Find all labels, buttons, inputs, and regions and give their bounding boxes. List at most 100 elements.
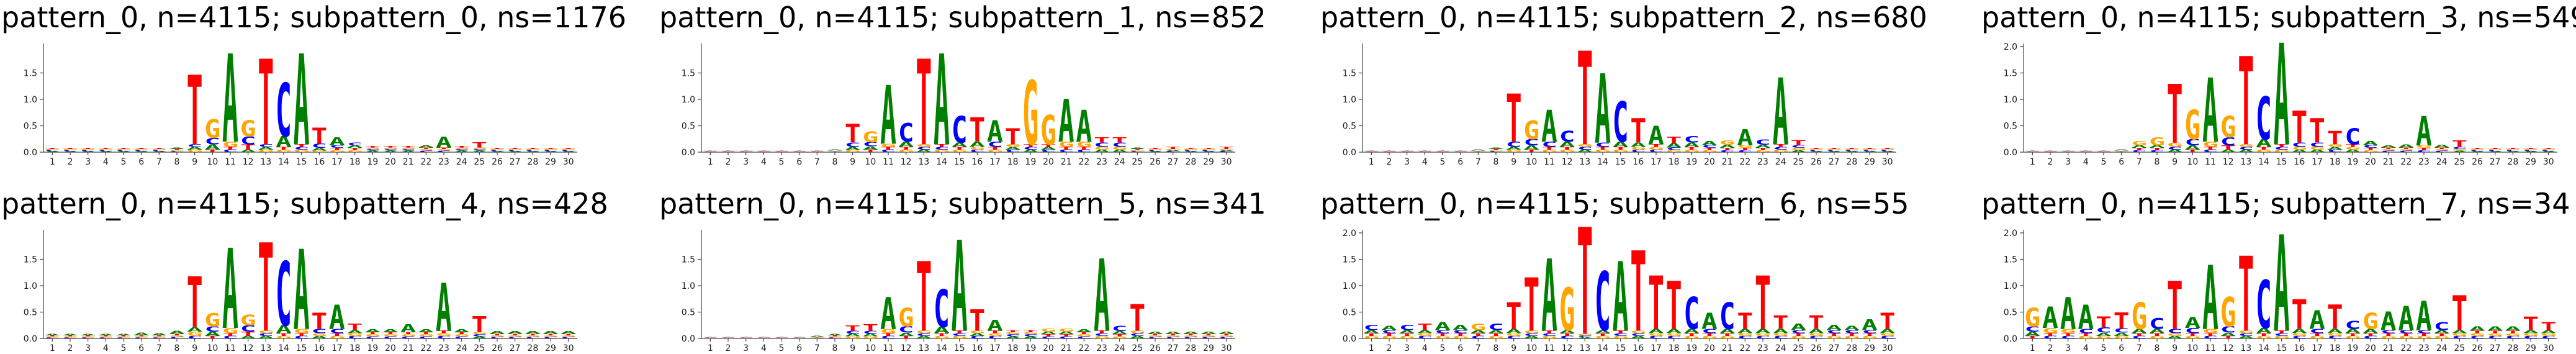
logo-letter-T: T (1773, 312, 1789, 333)
logo-letter-C: C (1200, 337, 1217, 339)
x-tick-label: 10 (2187, 343, 2198, 353)
logo-letter-T: T (791, 336, 808, 337)
logo-letter-T: T (1434, 333, 1451, 337)
logo-letter-A: A (1844, 151, 1860, 153)
logo-letter-G: G (44, 336, 60, 338)
logo-letter-G: G (2523, 333, 2539, 337)
logo-letter-C: C (1147, 337, 1163, 339)
logo-letter-T: T (1595, 147, 1611, 151)
x-tick-label: 3 (1404, 343, 1410, 353)
logo-letter-G: G (80, 149, 96, 151)
logo-letter-T: T (862, 149, 878, 153)
logo-letter-A: A (2469, 325, 2485, 332)
logo-letter-T: T (2291, 102, 2307, 153)
x-tick-label: 5 (2101, 343, 2107, 353)
logo-letter-G: G (898, 302, 914, 332)
logo-letter-T: T (2487, 148, 2503, 150)
logo-letter-T: T (1094, 136, 1110, 144)
logo-letter-C: C (1399, 151, 1415, 152)
logo-letter-G: G (97, 336, 114, 338)
logo-letter-C: C (845, 142, 861, 148)
logo-letter-A: A (2220, 149, 2236, 153)
logo-letter-G: G (1630, 330, 1646, 334)
logo-letter-T: T (2523, 313, 2539, 334)
logo-letter-T: T (471, 312, 487, 337)
logo-letter-A: A (1129, 147, 1145, 150)
x-tick-label: 7 (156, 343, 162, 353)
logo-letter-A: A (382, 150, 399, 153)
x-tick-label: 22 (2400, 343, 2412, 353)
x-tick-label: 8 (174, 157, 180, 167)
logo-letter-A: A (1595, 54, 1611, 166)
logo-letter-T: T (1862, 148, 1878, 150)
logo-letter-G: G (543, 149, 559, 151)
x-tick-label: 11 (2205, 343, 2216, 353)
logo-letter-T: T (1506, 81, 1522, 158)
logo-letter-C: C (489, 150, 505, 152)
x-tick-label: 19 (367, 157, 378, 167)
x-tick-label: 7 (1475, 343, 1481, 353)
logo-letter-T: T (845, 324, 861, 332)
logo-letter-A: A (1434, 320, 1451, 333)
logo-letter-C: C (1523, 333, 1539, 337)
logo-letter-A: A (151, 333, 167, 336)
logo-letter-C: C (1541, 333, 1557, 337)
x-tick-label: 19 (1686, 157, 1697, 167)
logo-letter-C: C (400, 148, 417, 151)
logo-letter-T: T (2078, 333, 2094, 337)
logo-letter-G: G (151, 149, 167, 151)
logo-letter-G: G (1182, 149, 1199, 151)
y-tick-label: 1.5 (1343, 255, 1356, 265)
logo-letter-G: G (2344, 147, 2361, 151)
logo-letter-A: A (2416, 108, 2432, 155)
logo-letter-C: C (1701, 328, 1718, 335)
logo-letter-G: G (2505, 149, 2521, 151)
logo-letter-G: G (2416, 335, 2432, 340)
x-tick-label: 27 (1829, 157, 1840, 167)
x-tick-label: 27 (2490, 157, 2501, 167)
x-tick-label: 15 (296, 157, 307, 167)
logo-letter-G: G (2451, 148, 2467, 151)
x-tick-label: 19 (2347, 343, 2358, 353)
logo-letter-G: G (1399, 335, 1415, 340)
logo-letter-C: C (436, 335, 452, 340)
logo-letter-A: A (2042, 301, 2058, 335)
logo-letter-T: T (773, 336, 790, 337)
logo-letter-G: G (2202, 140, 2218, 148)
logo-letter-A: A (1506, 147, 1522, 151)
logo-letter-C: C (187, 143, 203, 148)
logo-letter-C: C (987, 140, 1003, 148)
logo-letter-A: A (2238, 335, 2254, 340)
x-tick-label: 9 (2172, 157, 2177, 167)
x-tick-label: 8 (2155, 157, 2160, 167)
x-tick-label: 11 (225, 157, 236, 167)
x-tick-label: 1 (708, 157, 713, 167)
logo-letter-T: T (1862, 333, 1878, 337)
logo-letter-A: A (2505, 151, 2521, 153)
logo-letter-C: C (2362, 335, 2379, 340)
x-tick-label: 26 (1811, 157, 1822, 167)
logo-letter-A: A (2327, 147, 2343, 151)
logo-letter-A: A (1165, 331, 1181, 334)
logo-letter-C: C (294, 147, 310, 151)
logo-letter-A: A (2291, 149, 2307, 153)
logo-letter-A: A (1683, 328, 1700, 335)
logo-letter-T: T (952, 147, 968, 151)
logo-letter-G: G (1737, 333, 1753, 337)
logo-letter-C: C (2434, 150, 2450, 153)
x-tick-label: 27 (1168, 343, 1179, 353)
x-tick-label: 18 (2330, 157, 2341, 167)
logo-panel-4: pattern_0, n=4115; subpattern_4, ns=428 0… (1, 187, 608, 354)
logo-letter-T: T (2184, 149, 2200, 153)
x-tick-label: 5 (121, 343, 127, 353)
logo-letter-C: C (80, 337, 96, 339)
logo-letter-C: C (827, 337, 843, 339)
x-tick-label: 15 (2276, 343, 2287, 353)
logo-letter-C: C (2184, 327, 2200, 335)
logo-letter-C: C (276, 243, 292, 346)
logo-letter-T: T (1005, 124, 1021, 150)
x-tick-label: 26 (2472, 157, 2483, 167)
x-tick-label: 21 (403, 157, 414, 167)
logo-letter-T: T (1523, 263, 1539, 348)
x-tick-label: 9 (850, 157, 855, 167)
